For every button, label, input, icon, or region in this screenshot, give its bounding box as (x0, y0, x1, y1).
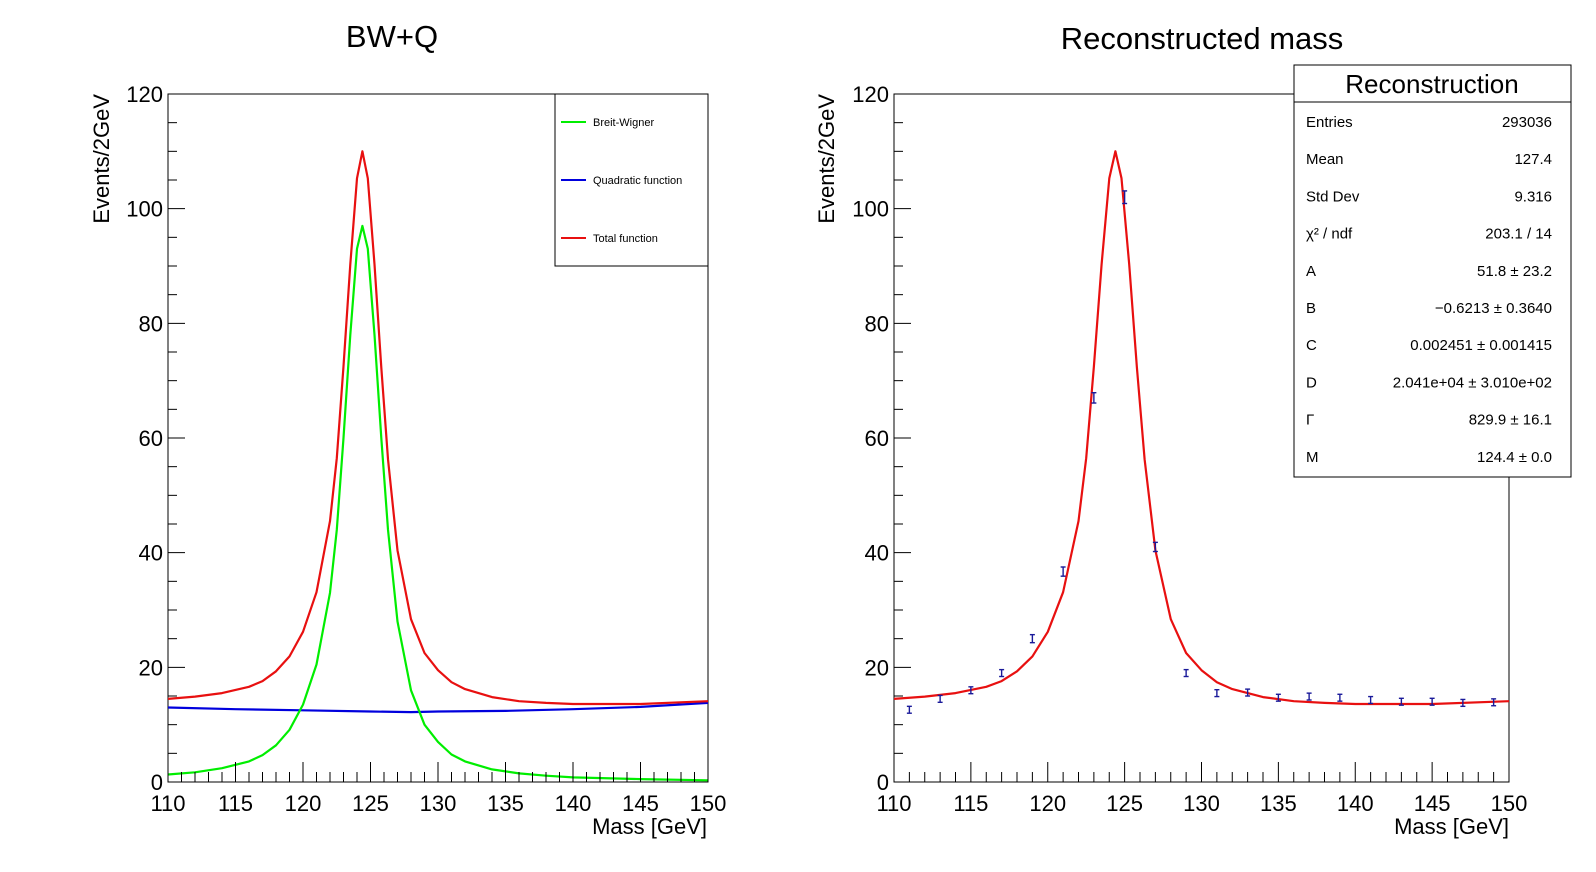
stats-value: 2.041e+04 ± 3.010e+02 (1393, 374, 1552, 391)
stats-label: A (1306, 263, 1316, 280)
stats-value: −0.6213 ± 0.3640 (1435, 300, 1552, 317)
data-point (1306, 692, 1312, 701)
panel-reconstructed-mass: Reconstructed mass 110 115 120 125 130 135 140… (814, 21, 1572, 839)
x-tick-label: 125 (352, 791, 389, 816)
y-tick-label: 100 (126, 197, 163, 222)
y-tick-label: 80 (865, 311, 889, 336)
stats-value: 0.002451 ± 0.001415 (1410, 337, 1552, 354)
x-tick-label: 130 (1183, 791, 1220, 816)
series-quadratic-line (167, 701, 709, 714)
stats-box-title: Reconstruction (1345, 69, 1518, 99)
stats-value: 293036 (1502, 114, 1552, 131)
chart-title: BW+Q (346, 19, 438, 54)
x-tick-label: 120 (1029, 791, 1066, 816)
y-tick-label: 0 (151, 770, 163, 795)
y-tick-label: 40 (139, 541, 163, 566)
stats-value: 51.8 ± 23.2 (1477, 263, 1552, 280)
stats-value: 829.9 ± 16.1 (1469, 412, 1552, 429)
y-tick-label: 80 (139, 311, 163, 336)
x-tick-label: 135 (487, 791, 524, 816)
axes: 110 115 120 125 130 135 140 145 150 0 20 40 60 80 100 1… (852, 82, 1527, 816)
series-breit-wigner-line (167, 224, 709, 782)
stats-label: Mean (1306, 151, 1344, 168)
x-tick-label: 110 (150, 791, 185, 816)
stats-label: C (1306, 337, 1317, 354)
data-point (1368, 695, 1374, 705)
axes: 110 115 120 125 130 135 140 145 150 0 20 40 60 80 100 1… (126, 82, 726, 816)
y-axis-label: Events/2GeV (814, 94, 839, 224)
stats-label: Entries (1306, 114, 1353, 131)
x-tick-label: 150 (690, 791, 727, 816)
stats-value: 127.4 (1514, 151, 1552, 168)
legend-label-breit-wigner: Breit-Wigner (593, 117, 654, 129)
data-point (1245, 688, 1251, 697)
data-point (1091, 392, 1097, 404)
stats-label: Std Dev (1306, 188, 1360, 205)
data-point (1460, 698, 1466, 708)
y-tick-label: 60 (139, 426, 163, 451)
stats-label: B (1306, 300, 1316, 317)
data-point (999, 668, 1005, 678)
x-tick-label: 145 (1414, 791, 1451, 816)
y-tick-label: 20 (865, 655, 889, 680)
plot-area (893, 150, 1510, 714)
series-fit-line (893, 150, 1510, 706)
data-point (1214, 688, 1220, 698)
y-tick-label: 120 (852, 82, 889, 107)
panel-bw-q: BW+Q 110 115 120 125 130 135 140 145 150 0 20 40 60 8… (89, 19, 726, 839)
data-point (906, 705, 912, 714)
x-tick-label: 115 (953, 791, 988, 816)
x-tick-label: 110 (876, 791, 911, 816)
stats-value: 9.316 (1514, 188, 1552, 205)
x-tick-label: 145 (622, 791, 659, 816)
x-tick-label: 130 (420, 791, 457, 816)
stats-label: M (1306, 449, 1319, 466)
legend-label-total: Total function (593, 233, 658, 245)
data-point (1029, 633, 1035, 644)
series-total-line (167, 150, 709, 706)
stats-box-frame (1293, 64, 1572, 478)
x-tick-label: 120 (285, 791, 322, 816)
data-point (1275, 693, 1281, 702)
legend: Breit-Wigner Quadratic function Total fu… (554, 93, 709, 267)
chart-title: Reconstructed mass (1061, 21, 1344, 56)
stats-box: Reconstruction Entries 293036 Mean 127.4 Std… (1293, 64, 1572, 478)
y-tick-label: 60 (865, 426, 889, 451)
x-tick-label: 125 (1106, 791, 1143, 816)
x-tick-label: 135 (1260, 791, 1297, 816)
data-point (1122, 190, 1128, 205)
data-point (1060, 566, 1066, 577)
stats-value: 203.1 / 14 (1485, 226, 1552, 243)
stats-label: Γ (1306, 412, 1314, 429)
y-tick-label: 20 (139, 655, 163, 680)
data-point (1152, 541, 1158, 553)
plot-area (167, 150, 709, 782)
stats-label: D (1306, 374, 1317, 391)
x-axis-label: Mass [GeV] (592, 814, 707, 839)
data-point (1337, 693, 1343, 702)
data-point (1398, 697, 1404, 706)
y-tick-label: 100 (852, 197, 889, 222)
data-point (968, 686, 974, 695)
stats-rows: Entries 293036 Mean 127.4 Std Dev 9.316 χ² / n… (1306, 114, 1552, 466)
x-tick-label: 140 (555, 791, 592, 816)
y-tick-label: 40 (865, 541, 889, 566)
x-axis-label: Mass [GeV] (1394, 814, 1509, 839)
data-point (1429, 697, 1435, 706)
y-axis-label: Events/2GeV (89, 94, 114, 224)
y-tick-label: 0 (877, 770, 889, 795)
stats-value: 124.4 ± 0.0 (1477, 449, 1552, 466)
legend-label-quadratic: Quadratic function (593, 175, 682, 187)
x-tick-label: 150 (1491, 791, 1528, 816)
data-point (1183, 668, 1189, 678)
x-tick-label: 140 (1337, 791, 1374, 816)
data-point (937, 694, 943, 704)
y-tick-label: 120 (126, 82, 163, 107)
data-point (1491, 698, 1497, 707)
x-tick-label: 115 (218, 791, 253, 816)
stats-label: χ² / ndf (1306, 226, 1353, 243)
